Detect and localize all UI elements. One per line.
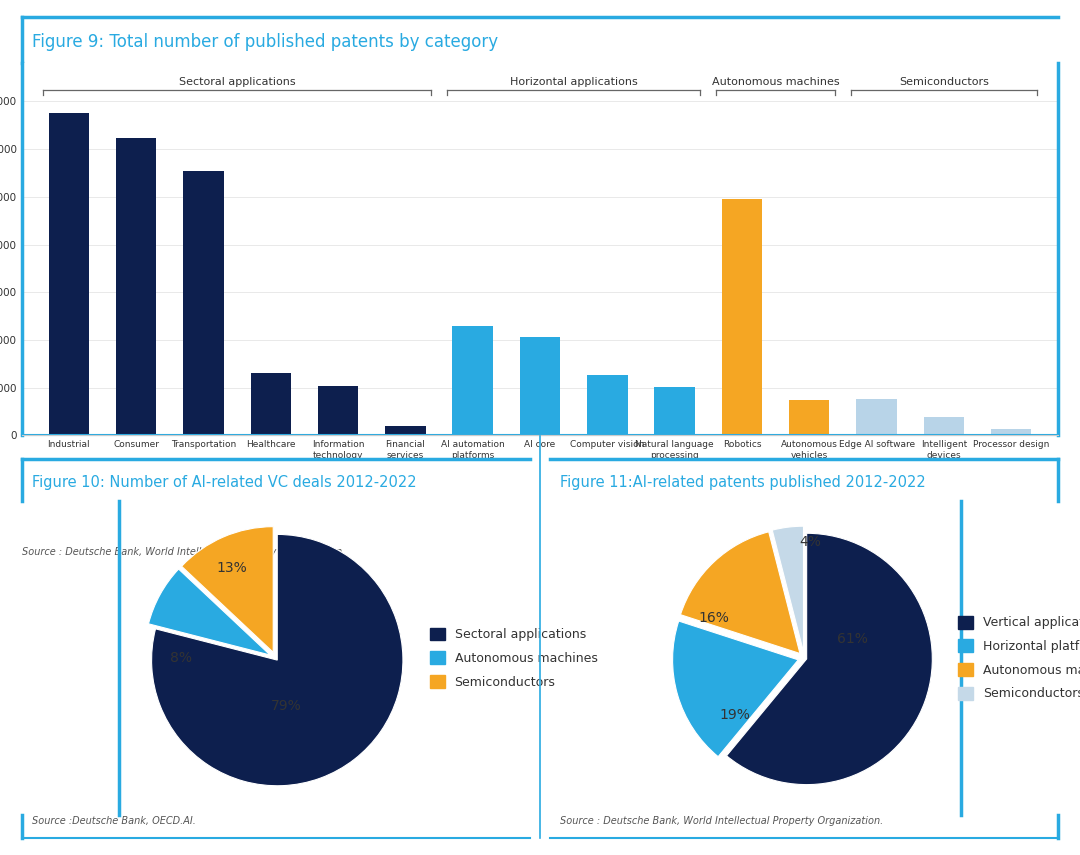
Bar [251, 374, 291, 435]
Text: Semiconductors: Semiconductors [899, 77, 989, 87]
Wedge shape [772, 526, 804, 652]
Bar [923, 417, 964, 435]
Text: Horizontal applications: Horizontal applications [510, 77, 637, 87]
Legend: Vertical applications, Horizontal platforms, Autonomous machines, Semiconductors: Vertical applications, Horizontal platfo… [951, 610, 1080, 706]
Wedge shape [673, 621, 798, 757]
Text: Source : Deutsche Bank, World Intellectual Property Organization.: Source : Deutsche Bank, World Intellectu… [22, 547, 345, 557]
Bar [654, 386, 694, 435]
Wedge shape [148, 569, 270, 655]
Text: 13%: 13% [216, 561, 247, 575]
Text: 8%: 8% [171, 652, 192, 665]
Text: 4%: 4% [799, 535, 822, 550]
Wedge shape [727, 534, 932, 785]
Text: 19%: 19% [719, 708, 751, 722]
Text: Source :Deutsche Bank, OECD.AI.: Source :Deutsche Bank, OECD.AI. [31, 817, 195, 826]
Bar [789, 400, 829, 435]
Bar [318, 386, 359, 435]
Bar [991, 429, 1031, 435]
Text: 16%: 16% [699, 610, 729, 625]
Wedge shape [151, 534, 403, 786]
Text: Source : Deutsche Bank, World Intellectual Property Organization.: Source : Deutsche Bank, World Intellectu… [561, 817, 883, 826]
Bar [721, 198, 762, 435]
Bar [453, 326, 492, 435]
Bar [856, 399, 896, 435]
Text: Figure 11:AI-related patents published 2012-2022: Figure 11:AI-related patents published 2… [561, 475, 926, 490]
Bar [519, 337, 561, 435]
Bar [116, 138, 157, 435]
Text: 79%: 79% [270, 699, 301, 713]
Wedge shape [181, 527, 273, 652]
Text: Autonomous machines: Autonomous machines [712, 77, 839, 87]
Text: Figure 10: Number of AI-related VC deals 2012-2022: Figure 10: Number of AI-related VC deals… [31, 475, 417, 490]
Legend: Sectoral applications, Autonomous machines, Semiconductors: Sectoral applications, Autonomous machin… [423, 622, 604, 695]
Wedge shape [680, 532, 800, 653]
Text: 61%: 61% [837, 632, 867, 646]
Bar [49, 113, 89, 435]
Bar [386, 426, 426, 435]
Text: Sectoral applications: Sectoral applications [178, 77, 295, 87]
Bar [588, 375, 627, 435]
Bar [184, 171, 224, 435]
Text: Figure 9: Total number of published patents by category: Figure 9: Total number of published pate… [32, 33, 498, 51]
